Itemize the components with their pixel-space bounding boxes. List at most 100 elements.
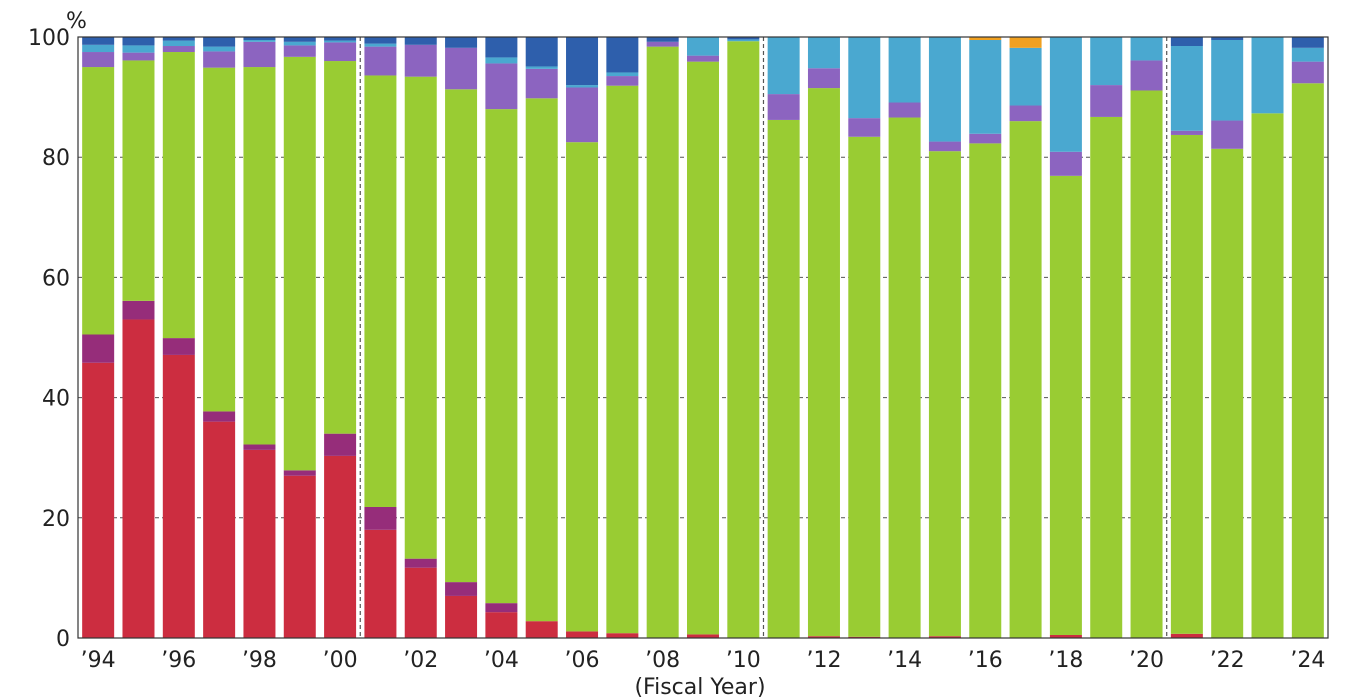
x-tick-label: ’18	[1048, 648, 1083, 673]
bar-segment-2024-s4	[1291, 61, 1324, 84]
x-axis-title: (Fiscal Year)	[634, 675, 765, 700]
bar-segment-2007-s6	[606, 37, 639, 73]
bar-segment-2018-s5	[1049, 37, 1082, 152]
bar-segment-1999-s2	[283, 470, 316, 476]
bar-segment-2021-s5	[1170, 46, 1203, 131]
x-tick-label: ’06	[565, 648, 600, 673]
bar-segment-1998-s2	[243, 444, 276, 450]
bar-segment-1996-s4	[162, 46, 195, 53]
bar-segment-2019-s5	[1090, 37, 1123, 86]
bar-segment-2022-s5	[1211, 40, 1244, 121]
bar-segment-2004-s4	[485, 63, 518, 110]
bar-segment-2009-s4	[687, 55, 719, 62]
bar-segment-2000-s2	[324, 433, 357, 456]
bar-segment-2000-s1	[324, 455, 357, 638]
x-tick-label: ’98	[242, 648, 277, 673]
bar-segment-2000-s5	[324, 40, 357, 43]
bar-segment-1995-s3	[122, 60, 155, 301]
bar-segment-2009-s5	[687, 37, 719, 56]
bar-segment-1998-s1	[243, 449, 276, 638]
bar-segment-2019-s4	[1090, 85, 1123, 117]
bar-segment-2003-s3	[445, 89, 478, 583]
x-axis-ticks: ’94 ’96 ’98 ’00 ’02 ’04 ’06 ’08 ’10 ’12 ’14 ’16 ’18 ’…	[81, 648, 1326, 673]
bar-segment-1995-s1	[122, 319, 155, 638]
bar-segment-2022-s6	[1211, 37, 1244, 41]
x-tick-label: ’02	[403, 648, 438, 673]
bar-segment-2002-s2	[404, 558, 437, 568]
bar-segment-1998-s6	[243, 37, 276, 41]
bar-segment-1996-s6	[162, 37, 195, 41]
bar-segment-2015-s3	[928, 151, 961, 637]
period-dividers	[359, 37, 1168, 638]
bar-segment-2010-s6	[727, 37, 760, 40]
bar-segment-2010-s5	[727, 39, 760, 42]
bar-segment-2024-s5	[1291, 47, 1324, 62]
bar-segment-2001-s6	[364, 37, 397, 44]
x-tick-label: ’20	[1129, 648, 1164, 673]
bar-segment-2024-s6	[1291, 37, 1324, 48]
bar-segment-2000-s3	[324, 61, 357, 434]
bar-segment-1996-s1	[162, 354, 195, 638]
bar-segment-2002-s1	[404, 567, 437, 638]
y-tick-label: 100	[28, 26, 70, 51]
bar-segment-2015-s1	[928, 636, 961, 638]
bar-segment-2011-s4	[767, 94, 800, 120]
bar-segment-2017-s7	[1009, 37, 1042, 48]
bar-segment-2005-s5	[525, 66, 558, 69]
bar-segment-1997-s6	[203, 37, 236, 47]
bar-segment-2007-s5	[606, 72, 639, 77]
bar-segment-1994-s4	[82, 52, 115, 68]
bar-segment-2006-s3	[566, 142, 599, 632]
plot-frame	[77, 36, 1329, 639]
plot-area-border	[77, 36, 1329, 639]
bar-segment-2014-s3	[888, 117, 921, 638]
bar-segment-2007-s3	[606, 85, 639, 634]
bar-segment-2023-s3	[1251, 113, 1284, 638]
bar-segment-2015-s4	[928, 141, 961, 152]
bar-segment-1994-s2	[82, 334, 115, 363]
bar-segment-1999-s1	[283, 475, 316, 638]
bar-segment-2002-s6	[404, 37, 437, 45]
bar-segment-1999-s5	[283, 41, 316, 46]
y-tick-label: 80	[42, 146, 70, 171]
x-tick-label: ’96	[161, 648, 196, 673]
bar-segment-1998-s3	[243, 67, 276, 445]
bar-segment-2007-s4	[606, 76, 639, 86]
bar-segment-2010-s3	[727, 41, 760, 638]
y-tick-label: 0	[56, 627, 70, 652]
bar-segment-2016-s3	[969, 143, 1002, 638]
bar-segment-2017-s4	[1009, 105, 1042, 122]
x-tick-label: ’16	[968, 648, 1003, 673]
bar-segment-2024-s3	[1291, 83, 1324, 639]
x-tick-label: ’10	[726, 648, 761, 673]
bar-segment-1999-s3	[283, 56, 316, 471]
bar-segment-2022-s4	[1211, 120, 1244, 149]
bar-segment-2017-s5	[1009, 47, 1042, 106]
bar-segment-2017-s3	[1009, 121, 1042, 638]
bar-segment-2021-s6	[1170, 37, 1203, 47]
bar-segment-2001-s5	[364, 43, 397, 47]
bar-segment-2008-s6	[646, 37, 679, 42]
bar-segment-2004-s1	[485, 612, 518, 638]
y-tick-label: 60	[42, 266, 70, 291]
bar-segment-1996-s2	[162, 338, 195, 355]
bar-segment-2006-s4	[566, 87, 599, 143]
bar-segment-2001-s3	[364, 75, 397, 507]
bar-segment-1999-s4	[283, 45, 316, 57]
x-tick-label: ’12	[806, 648, 841, 673]
bar-segment-1998-s5	[243, 40, 276, 42]
bar-segment-2020-s5	[1130, 37, 1163, 61]
bar-segment-1994-s1	[82, 362, 115, 638]
bar-segment-2013-s4	[848, 118, 881, 137]
bar-segment-2012-s4	[807, 68, 840, 89]
bar-segment-2004-s5	[485, 57, 518, 64]
bar-segment-2004-s2	[485, 603, 518, 613]
bar-segment-1995-s5	[122, 45, 155, 53]
bar-segment-2018-s4	[1049, 151, 1082, 176]
bar-segment-2009-s1	[687, 634, 719, 638]
bar-segment-2014-s4	[888, 102, 921, 118]
bar-segment-2020-s3	[1130, 90, 1163, 638]
bar-segment-2003-s6	[445, 37, 478, 48]
